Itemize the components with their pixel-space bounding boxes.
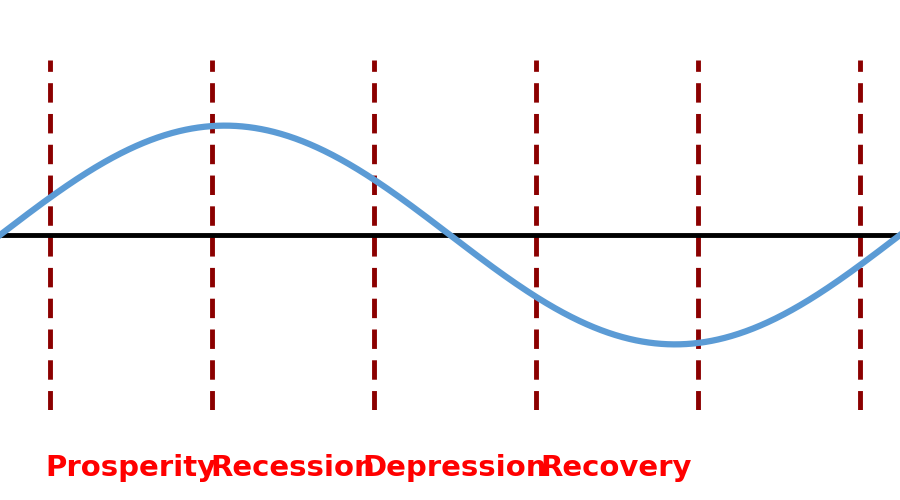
Text: Depression: Depression bbox=[362, 454, 547, 482]
Text: Prosperity: Prosperity bbox=[45, 454, 216, 482]
Text: Recession: Recession bbox=[210, 454, 375, 482]
Text: Recovery: Recovery bbox=[541, 454, 692, 482]
